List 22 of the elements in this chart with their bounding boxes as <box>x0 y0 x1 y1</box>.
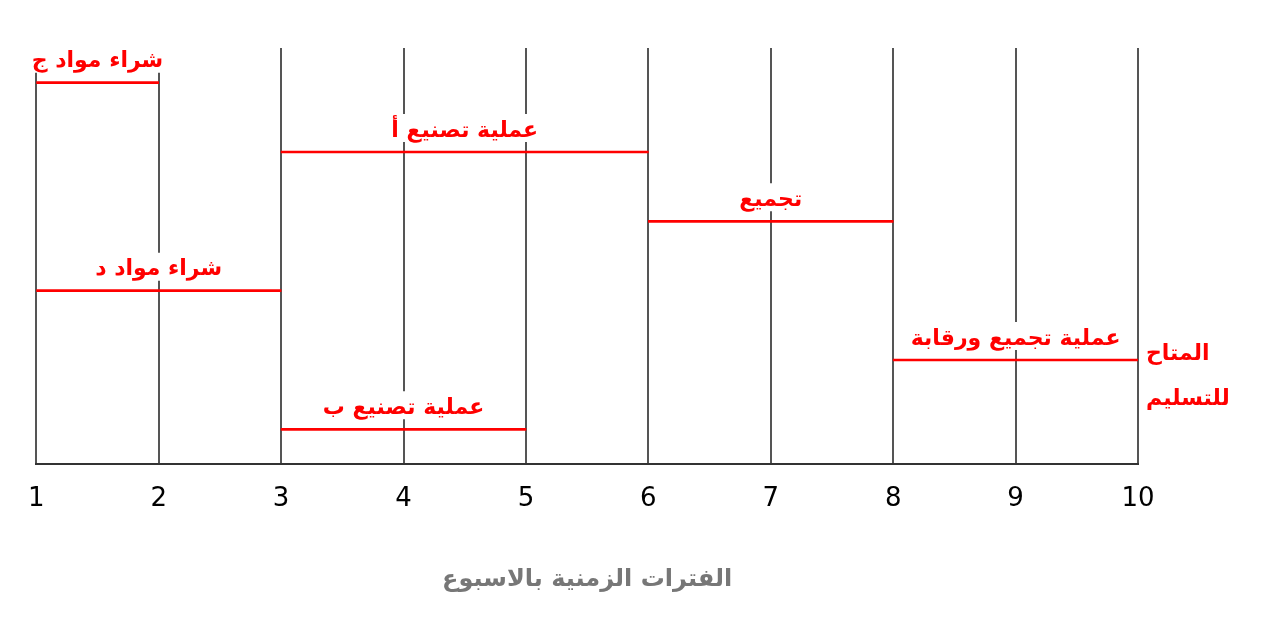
y-tick-label: شراء مواد د <box>95 255 223 282</box>
x-tick-label: 10 <box>1121 482 1155 513</box>
bar <box>36 81 160 84</box>
x-tick-label: 2 <box>150 482 167 513</box>
bar <box>280 428 527 431</box>
x-axis-title: الفترات الزمنية بالاسبوع <box>442 563 733 592</box>
x-tick-label: 4 <box>395 482 412 513</box>
x-tick-label: 6 <box>640 482 657 513</box>
text: المتاح للتسليم <box>1146 339 1230 410</box>
x-tick-label: 9 <box>1007 482 1024 513</box>
x-tick-label: 5 <box>517 482 535 513</box>
x-tick-label: 7 <box>762 482 780 513</box>
y-tick-label: عملية تصنيع ب <box>322 394 485 421</box>
y-tick-label: تجميع <box>739 186 803 213</box>
bar <box>648 220 894 223</box>
y-tick-label: عملية تصنيع أ <box>391 113 539 143</box>
x-tick-label: 8 <box>884 482 902 513</box>
y-tick-label: عملية تجميع ورقابة <box>910 324 1121 351</box>
y-tick-label: شراء مواد ج <box>31 47 164 74</box>
x-tick-label: 1 <box>28 482 45 513</box>
x-tick-label: 3 <box>272 482 290 513</box>
bar <box>36 289 282 292</box>
